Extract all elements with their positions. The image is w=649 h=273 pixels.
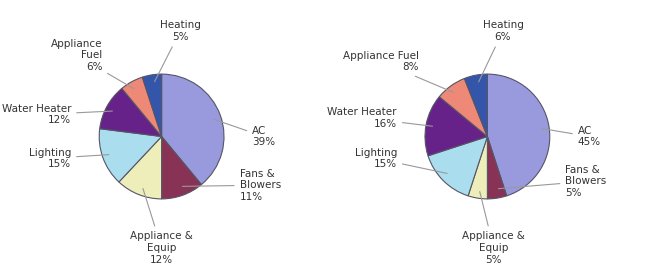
Text: Appliance Fuel
8%: Appliance Fuel 8% [343, 51, 454, 93]
Text: Water Heater
16%: Water Heater 16% [327, 107, 432, 129]
Text: Lighting
15%: Lighting 15% [29, 147, 109, 169]
Wedge shape [439, 78, 487, 136]
Wedge shape [99, 129, 162, 182]
Text: Water Heater
12%: Water Heater 12% [2, 104, 112, 126]
Text: Appliance
Fuel
6%: Appliance Fuel 6% [51, 39, 134, 89]
Text: AC
45%: AC 45% [543, 126, 601, 147]
Wedge shape [425, 97, 487, 156]
Wedge shape [162, 136, 201, 199]
Wedge shape [119, 136, 162, 199]
Wedge shape [465, 74, 487, 136]
Wedge shape [487, 74, 550, 196]
Wedge shape [487, 136, 507, 199]
Text: Appliance &
Equip
5%: Appliance & Equip 5% [462, 192, 525, 265]
Text: Fans &
Blowers
5%: Fans & Blowers 5% [498, 165, 607, 198]
Text: Heating
6%: Heating 6% [479, 20, 524, 82]
Text: Fans &
Blowers
11%: Fans & Blowers 11% [182, 168, 281, 202]
Wedge shape [142, 74, 162, 136]
Wedge shape [122, 77, 162, 136]
Wedge shape [100, 88, 162, 136]
Text: Heating
5%: Heating 5% [154, 20, 201, 82]
Text: AC
39%: AC 39% [214, 119, 275, 147]
Wedge shape [468, 136, 487, 199]
Text: Appliance &
Equip
12%: Appliance & Equip 12% [130, 188, 193, 265]
Wedge shape [428, 136, 487, 196]
Text: Lighting
15%: Lighting 15% [354, 147, 447, 173]
Wedge shape [162, 74, 224, 185]
